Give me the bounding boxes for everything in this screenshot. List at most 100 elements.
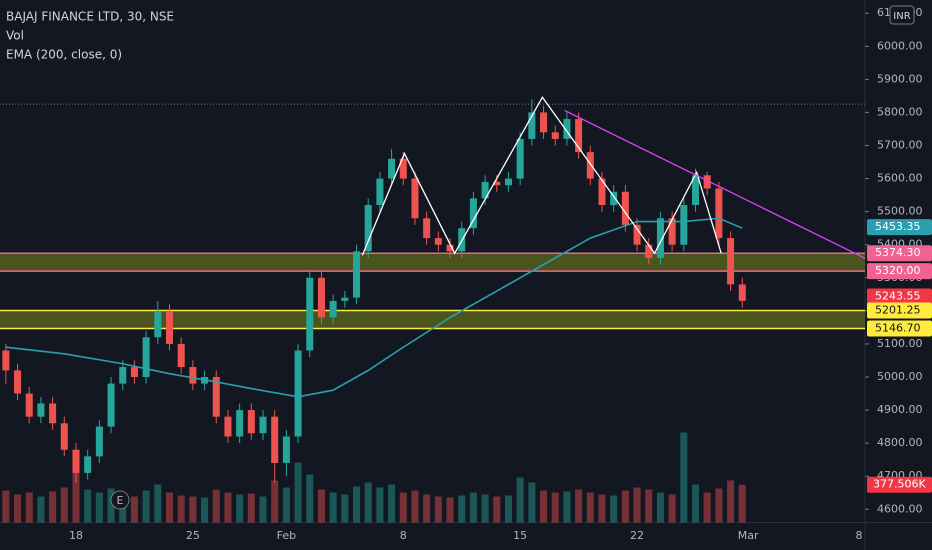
volume-bar bbox=[49, 491, 57, 523]
volume-badge-label: 377.506K bbox=[873, 478, 926, 491]
y-tick-label: 6000.00 bbox=[877, 39, 923, 52]
ema-line bbox=[5, 217, 743, 398]
volume-bar bbox=[540, 490, 548, 523]
event-marker bbox=[110, 490, 130, 510]
volume-bar bbox=[715, 488, 723, 523]
x-tick-label: 8 bbox=[856, 529, 863, 542]
candle-body bbox=[481, 181, 489, 199]
candle-body bbox=[84, 456, 92, 473]
price-badge bbox=[867, 288, 932, 305]
candle-body bbox=[551, 132, 559, 139]
volume-bar bbox=[236, 494, 244, 523]
candle-body bbox=[25, 393, 33, 417]
candle-body bbox=[317, 277, 325, 318]
y-tick-label: 5000.00 bbox=[877, 370, 923, 383]
volume-bar bbox=[703, 492, 711, 523]
x-tick-label: 18 bbox=[69, 529, 83, 542]
candle-body bbox=[423, 218, 431, 239]
volume-bar bbox=[493, 496, 501, 523]
volume-bar bbox=[282, 487, 290, 523]
volume-bar bbox=[25, 492, 33, 523]
candle-body bbox=[341, 297, 349, 301]
volume-bar bbox=[411, 490, 419, 523]
volume-bar bbox=[2, 490, 10, 523]
indicator-ema: EMA (200, close, 0) bbox=[6, 48, 122, 62]
candle-body bbox=[306, 277, 314, 351]
candle-body bbox=[165, 310, 173, 344]
volume-bar bbox=[317, 489, 325, 523]
candle-body bbox=[60, 423, 68, 450]
volume-bar bbox=[458, 495, 466, 523]
candle-body bbox=[177, 343, 185, 368]
volume-bar bbox=[586, 492, 594, 523]
volume-bar bbox=[504, 495, 512, 523]
volume-bar bbox=[738, 484, 746, 523]
volume-bar bbox=[610, 495, 618, 523]
candle-body bbox=[715, 188, 723, 239]
volume-bar bbox=[376, 487, 384, 523]
candle-body bbox=[364, 205, 372, 252]
price-badge-label: 5201.25 bbox=[875, 303, 921, 316]
volume-bar bbox=[563, 491, 571, 523]
candle-body bbox=[633, 224, 641, 245]
volume-bar bbox=[423, 494, 431, 523]
volume-bar bbox=[633, 487, 641, 523]
y-tick-label: 5100.00 bbox=[877, 337, 923, 350]
candle-body bbox=[236, 410, 244, 437]
candle-body bbox=[224, 416, 232, 437]
candle-body bbox=[189, 367, 197, 384]
currency-badge bbox=[889, 5, 915, 25]
trendline-drawing bbox=[564, 109, 866, 259]
candle-body bbox=[154, 310, 162, 338]
candle-body bbox=[72, 449, 80, 473]
volume-bar bbox=[481, 494, 489, 523]
volume-bar bbox=[212, 489, 220, 523]
candle-body bbox=[142, 337, 150, 377]
zone bbox=[0, 253, 865, 272]
volume-bar bbox=[668, 494, 676, 523]
price-badge-label: 5453.35 bbox=[875, 220, 921, 233]
x-tick-label: 22 bbox=[630, 529, 644, 542]
candle-body bbox=[493, 181, 501, 186]
y-tick-label: 5900.00 bbox=[877, 72, 923, 85]
volume-bar bbox=[37, 496, 45, 523]
volume-bar bbox=[680, 432, 688, 523]
candle-body bbox=[353, 251, 361, 298]
candle-body bbox=[271, 416, 279, 463]
price-badge-label: 5320.00 bbox=[875, 264, 921, 277]
candle-body bbox=[329, 300, 337, 318]
y-tick-label: 5500.00 bbox=[877, 205, 923, 218]
y-tick-label: 5800.00 bbox=[877, 105, 923, 118]
candle-body bbox=[95, 426, 103, 457]
volume-bar bbox=[656, 492, 664, 523]
volume-bar bbox=[107, 488, 115, 523]
volume-bar bbox=[259, 496, 267, 523]
candle-body bbox=[586, 152, 594, 179]
candle-body bbox=[703, 175, 711, 189]
price-badge-label: 5374.30 bbox=[875, 246, 921, 259]
candle-body bbox=[37, 403, 45, 417]
candle-body bbox=[668, 218, 676, 245]
y-tick-label: 4600.00 bbox=[877, 502, 923, 515]
candle-body bbox=[692, 175, 700, 206]
volume-bar bbox=[177, 495, 185, 523]
volume-bar bbox=[189, 496, 197, 523]
candle-body bbox=[212, 376, 220, 417]
candle-body bbox=[388, 158, 396, 179]
volume-bar bbox=[165, 492, 173, 523]
candle-body bbox=[621, 191, 629, 225]
price-badge bbox=[867, 302, 932, 319]
symbol-title: BAJAJ FINANCE LTD, 30, NSE bbox=[6, 10, 174, 24]
volume-bar bbox=[341, 494, 349, 523]
candle-body bbox=[656, 218, 664, 258]
candle-body bbox=[294, 350, 302, 437]
price-badge bbox=[867, 263, 932, 280]
volume-bar bbox=[388, 484, 396, 523]
y-tick-label: 4800.00 bbox=[877, 436, 923, 449]
x-tick-label: 15 bbox=[513, 529, 527, 542]
candle-body bbox=[446, 244, 454, 252]
volume-bar bbox=[201, 497, 209, 523]
volume-bar bbox=[224, 492, 232, 523]
candle-body bbox=[49, 403, 57, 424]
